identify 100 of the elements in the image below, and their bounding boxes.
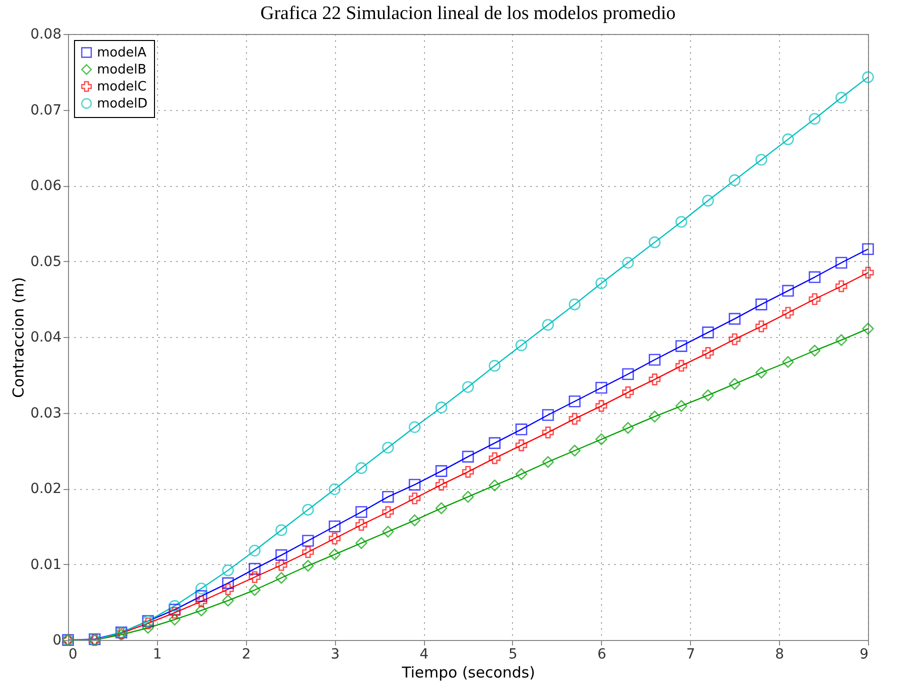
point xyxy=(462,490,474,503)
point xyxy=(355,506,368,518)
point xyxy=(168,614,181,626)
x-tick-label: 2 xyxy=(242,646,251,662)
point xyxy=(702,389,714,402)
point xyxy=(755,320,768,332)
y-tick-label: 0.08 xyxy=(30,26,62,42)
point xyxy=(862,243,874,256)
point xyxy=(248,562,261,575)
x-tick-label: 5 xyxy=(508,646,518,662)
point xyxy=(462,450,474,463)
point xyxy=(328,548,341,560)
x-axis-title: Tiempo (seconds) xyxy=(400,664,536,682)
point xyxy=(488,452,501,464)
point xyxy=(328,532,341,544)
point xyxy=(328,483,341,496)
point xyxy=(435,478,448,491)
point xyxy=(408,514,421,526)
point xyxy=(302,546,314,558)
point xyxy=(675,216,688,228)
point xyxy=(435,465,448,477)
point xyxy=(595,382,608,394)
point xyxy=(542,318,554,331)
legend-label: modelD xyxy=(97,96,148,112)
y-axis-title: Contraccion (m) xyxy=(9,277,28,398)
point xyxy=(462,381,474,393)
x-tick-label: 0 xyxy=(68,646,78,662)
point xyxy=(542,409,554,421)
point xyxy=(702,194,714,207)
x-tick-label: 7 xyxy=(686,646,696,662)
point xyxy=(382,506,394,518)
x-tick-label: 6 xyxy=(597,646,606,662)
point xyxy=(568,444,581,457)
point xyxy=(435,402,448,414)
point xyxy=(595,277,608,290)
point xyxy=(275,549,288,562)
y-tick-label: 0.02 xyxy=(30,481,62,497)
point xyxy=(622,422,634,434)
point xyxy=(675,360,688,372)
point xyxy=(168,600,181,612)
point xyxy=(408,478,421,491)
point xyxy=(595,400,608,412)
point xyxy=(302,560,314,572)
x-tick-label: 8 xyxy=(775,646,784,662)
point xyxy=(275,572,288,584)
x-tick-label: 4 xyxy=(420,646,429,662)
chart-title: Grafica 22 Simulacion lineal de los modelos promedio xyxy=(260,3,676,24)
point xyxy=(862,71,874,84)
point xyxy=(782,306,794,319)
point xyxy=(355,518,368,531)
point xyxy=(782,284,794,297)
legend-label: modelA xyxy=(97,46,146,60)
point xyxy=(835,280,848,292)
point xyxy=(755,298,768,310)
y-tick-label: 0.06 xyxy=(30,178,62,194)
legend-label: modelC xyxy=(97,80,147,94)
x-tick-label: 3 xyxy=(330,646,340,662)
point xyxy=(515,339,528,352)
point xyxy=(622,368,634,380)
point xyxy=(142,617,154,630)
y-tick-label: 0 xyxy=(52,632,62,648)
point xyxy=(168,606,181,619)
point xyxy=(195,604,208,616)
x-tick-label: 9 xyxy=(860,646,868,662)
point xyxy=(728,174,741,186)
point xyxy=(808,112,821,125)
point xyxy=(195,582,208,594)
point xyxy=(302,534,314,547)
point xyxy=(248,571,261,584)
point xyxy=(702,326,714,338)
point xyxy=(382,442,394,454)
point xyxy=(222,564,234,576)
point xyxy=(515,424,528,436)
point xyxy=(355,462,368,474)
point xyxy=(302,504,314,516)
point xyxy=(568,298,581,310)
point xyxy=(648,374,661,386)
point xyxy=(195,595,208,608)
point xyxy=(782,356,794,368)
point xyxy=(808,293,821,306)
point xyxy=(782,133,794,146)
point xyxy=(142,622,154,634)
point xyxy=(382,490,394,503)
point xyxy=(595,433,608,446)
point xyxy=(675,340,688,352)
point xyxy=(328,520,341,532)
point xyxy=(648,410,661,422)
point xyxy=(862,266,874,279)
point xyxy=(355,537,368,549)
point xyxy=(675,400,688,412)
point xyxy=(702,347,714,359)
point xyxy=(648,354,661,366)
point xyxy=(488,437,501,449)
point xyxy=(755,154,768,166)
point xyxy=(195,590,208,602)
point xyxy=(622,386,634,398)
point xyxy=(222,577,234,590)
point xyxy=(248,544,261,556)
point xyxy=(382,526,394,538)
point xyxy=(808,344,821,357)
